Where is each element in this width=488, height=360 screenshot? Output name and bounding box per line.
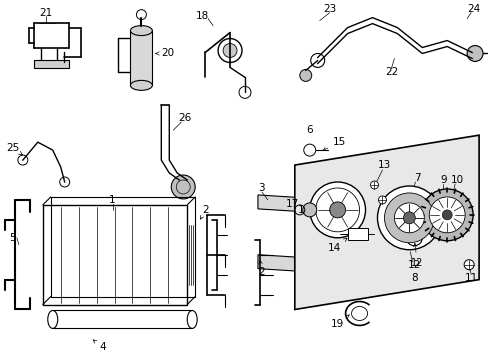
Text: 18: 18 xyxy=(195,11,208,21)
Circle shape xyxy=(378,196,386,204)
Circle shape xyxy=(466,45,482,62)
Circle shape xyxy=(60,177,69,187)
Polygon shape xyxy=(258,195,337,214)
Circle shape xyxy=(394,203,424,233)
Text: 12: 12 xyxy=(407,260,420,270)
Circle shape xyxy=(303,144,315,156)
Text: 7: 7 xyxy=(413,173,420,183)
Circle shape xyxy=(223,44,237,58)
Circle shape xyxy=(421,189,472,241)
Circle shape xyxy=(384,193,433,243)
Ellipse shape xyxy=(130,80,152,90)
Circle shape xyxy=(428,197,464,233)
Text: 2: 2 xyxy=(200,205,208,219)
Circle shape xyxy=(171,175,195,199)
Text: 13: 13 xyxy=(377,160,390,170)
Text: 23: 23 xyxy=(323,4,336,14)
Circle shape xyxy=(302,203,316,217)
Text: 20: 20 xyxy=(156,49,175,58)
Text: 19: 19 xyxy=(330,315,348,329)
Circle shape xyxy=(310,54,324,67)
Circle shape xyxy=(18,155,28,165)
Circle shape xyxy=(441,210,451,220)
Text: 17: 17 xyxy=(285,199,299,209)
Text: 15: 15 xyxy=(322,137,346,150)
Circle shape xyxy=(329,202,345,218)
Text: 5: 5 xyxy=(10,233,16,243)
Text: 6: 6 xyxy=(306,125,312,135)
Circle shape xyxy=(136,10,146,20)
Text: 3: 3 xyxy=(258,183,264,193)
Bar xyxy=(130,31,152,85)
Text: 2: 2 xyxy=(258,260,264,276)
Text: 8: 8 xyxy=(410,273,417,283)
Ellipse shape xyxy=(130,26,152,36)
Text: 10: 10 xyxy=(450,175,463,185)
Text: 12: 12 xyxy=(410,243,423,268)
Circle shape xyxy=(403,212,414,224)
Text: 4: 4 xyxy=(93,340,105,352)
Bar xyxy=(34,60,68,68)
Polygon shape xyxy=(294,135,478,310)
Text: 9: 9 xyxy=(439,175,446,185)
Text: 16: 16 xyxy=(298,205,311,215)
Text: 22: 22 xyxy=(384,67,397,77)
Text: 25: 25 xyxy=(6,143,22,155)
Text: 26: 26 xyxy=(178,113,191,123)
Text: 14: 14 xyxy=(327,238,346,253)
Text: 1: 1 xyxy=(109,195,116,205)
Circle shape xyxy=(377,186,440,250)
Bar xyxy=(347,228,367,240)
Circle shape xyxy=(299,69,311,81)
Circle shape xyxy=(309,182,365,238)
Circle shape xyxy=(370,181,378,189)
Circle shape xyxy=(463,260,473,270)
Polygon shape xyxy=(258,255,337,274)
Text: 11: 11 xyxy=(464,273,477,283)
Text: 24: 24 xyxy=(467,4,480,14)
Text: 21: 21 xyxy=(39,8,52,18)
